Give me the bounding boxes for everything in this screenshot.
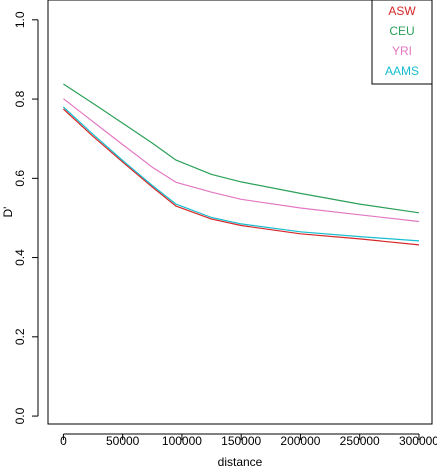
x-axis: 0 50000 100000 150000 200000 250000 300000 (60, 433, 437, 448)
x-tick-label: 300000 (399, 434, 437, 448)
y-tick-label: 0.0 (13, 407, 27, 424)
x-tick-label: 150000 (221, 434, 261, 448)
series-line-ceu (63, 83, 420, 214)
legend-label-ceu: CEU (389, 24, 414, 38)
series-line-asw (62, 108, 420, 246)
x-tick-label: 100000 (162, 434, 202, 448)
plot-frame (47, 0, 433, 425)
x-tick-label: 0 (60, 434, 67, 448)
y-tick-label: 0.2 (13, 328, 27, 345)
y-tick-label: 0.4 (13, 249, 27, 266)
y-tick-label: 0.6 (13, 170, 27, 187)
legend-box (371, 0, 433, 85)
y-tick-label: 1.0 (13, 11, 27, 28)
legend-label-yri: YRI (392, 44, 412, 58)
x-tick-label: 250000 (340, 434, 380, 448)
series-layer (62, 83, 420, 246)
legend-label-aams: AAMS (385, 64, 419, 78)
x-axis-title: distance (218, 455, 263, 469)
series-line-aams (62, 106, 420, 242)
y-tick-label: 0.8 (13, 90, 27, 107)
series-line-yri (63, 98, 420, 223)
legend-label-asw: ASW (388, 4, 416, 18)
y-axis: 0.0 0.2 0.4 0.6 0.8 1.0 (13, 11, 39, 424)
y-axis-title: D' (1, 207, 15, 218)
x-tick-label: 50000 (106, 434, 140, 448)
legend: ASW CEU YRI AAMS (371, 0, 433, 85)
x-tick-label: 200000 (280, 434, 320, 448)
